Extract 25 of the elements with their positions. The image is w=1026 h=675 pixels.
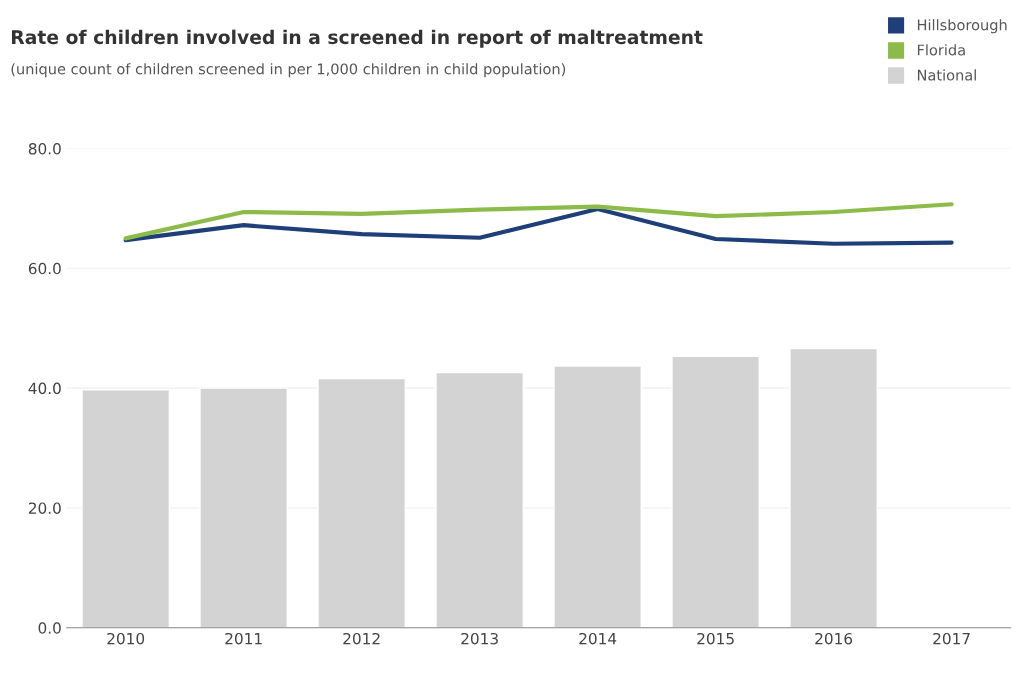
chart-title: Rate of children involved in a screened in report of maltreatment: [11, 29, 703, 48]
y-tick-label: 80.0: [28, 142, 61, 155]
chart-subtitle: (unique count of children screened in per 1,000 children in child population): [11, 63, 566, 78]
bar: [435, 371, 525, 628]
bar: [199, 387, 289, 628]
legend-label: Florida: [917, 44, 965, 56]
bar: [789, 347, 878, 628]
bar: [317, 377, 407, 628]
x-tick-label: 2015: [697, 632, 734, 645]
x-tick-label: 2012: [343, 632, 380, 645]
x-tick-label: 2013: [461, 632, 498, 645]
bar: [81, 389, 171, 628]
x-tick-label: 2017: [933, 632, 970, 645]
bar: [671, 355, 760, 628]
x-tick-label: 2010: [107, 632, 145, 645]
x-tick-label: 2011: [225, 632, 262, 645]
legend-label: Hillsborough: [917, 19, 1007, 34]
y-tick-label: 40.0: [28, 382, 61, 395]
legend-label: National: [917, 69, 976, 81]
x-tick-label: 2016: [815, 632, 853, 645]
bar: [553, 365, 642, 628]
y-tick-label: 20.0: [28, 502, 61, 514]
x-tick-label: 2014: [579, 632, 617, 645]
y-tick-label: 0.0: [38, 622, 61, 634]
y-tick-label: 60.0: [28, 262, 61, 275]
